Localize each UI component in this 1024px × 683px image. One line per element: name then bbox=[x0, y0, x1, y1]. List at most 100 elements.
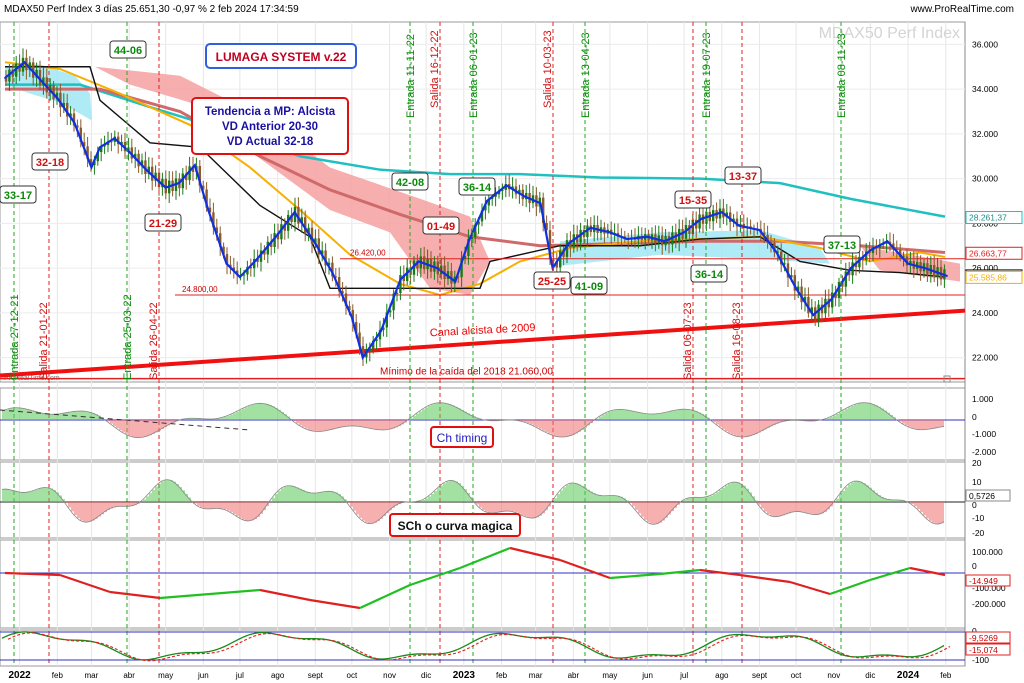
candle-body bbox=[902, 256, 905, 258]
ch-timing-fill bbox=[254, 404, 257, 420]
candle-body bbox=[402, 275, 405, 282]
osc3-segment bbox=[309, 598, 361, 610]
ch-timing-fill bbox=[917, 420, 920, 430]
price-tick-label: 30.000 bbox=[972, 174, 998, 184]
candle-body bbox=[409, 267, 412, 275]
instrument-title: MDAX50 Perf Index 3 días 25.651,30 -0,97… bbox=[4, 4, 299, 15]
signal-label: 01-49 bbox=[427, 221, 455, 233]
candle-body bbox=[463, 256, 467, 259]
exit-label: Salida 16-12-22 bbox=[429, 30, 441, 108]
candle-body bbox=[42, 77, 45, 86]
ch-timing-fill bbox=[86, 411, 89, 420]
candle-body bbox=[851, 262, 854, 276]
ch-timing-fill bbox=[233, 413, 236, 420]
sch-fill bbox=[521, 502, 524, 515]
ch-timing-fill bbox=[749, 420, 752, 437]
sch-fill bbox=[797, 502, 800, 512]
sch-fill bbox=[320, 492, 323, 502]
sch-fill bbox=[218, 502, 221, 509]
osc3-segment bbox=[359, 584, 411, 609]
ch-timing-fill bbox=[395, 420, 398, 428]
candle-body bbox=[324, 250, 327, 266]
sch-fill bbox=[512, 502, 515, 512]
ch-timing-fill bbox=[296, 420, 299, 424]
ch-timing-fill bbox=[563, 420, 566, 438]
ch-timing-fill bbox=[449, 404, 452, 420]
sch-fill bbox=[371, 502, 374, 524]
sch-fill bbox=[794, 502, 797, 512]
osc4-last-tag-2 bbox=[965, 643, 1011, 656]
sch-fill bbox=[683, 500, 686, 502]
sch-fill bbox=[500, 502, 503, 512]
sch-fill bbox=[494, 502, 497, 513]
ch-timing-fill bbox=[566, 420, 569, 437]
ch-timing-fill bbox=[143, 420, 146, 438]
ch-timing-fill bbox=[656, 413, 659, 420]
ch-timing-fill bbox=[716, 420, 719, 425]
sch-fill bbox=[281, 488, 284, 502]
ch-timing-fill bbox=[887, 412, 890, 420]
sch-fill bbox=[128, 502, 131, 507]
entry-label: Entrada 27-12-21 bbox=[9, 294, 21, 380]
price-point bbox=[193, 164, 196, 167]
candle-body bbox=[127, 147, 130, 152]
trend-box bbox=[191, 97, 349, 155]
candle-body bbox=[412, 260, 416, 275]
ch-timing-fill bbox=[701, 413, 704, 420]
ch-timing-fill bbox=[899, 420, 902, 422]
x-tick-label: feb bbox=[52, 671, 64, 680]
system-title-box bbox=[205, 43, 357, 69]
signal-box bbox=[422, 216, 460, 235]
source-url[interactable]: www.ProRealTime.com bbox=[910, 4, 1014, 15]
osc3-last-tag bbox=[965, 574, 1011, 587]
candle-body bbox=[59, 92, 62, 108]
sch-fill bbox=[563, 487, 566, 502]
sch-fill bbox=[83, 502, 86, 522]
ch-timing-fill bbox=[911, 420, 914, 428]
ch-timing-fill bbox=[536, 420, 539, 428]
sch-fill bbox=[308, 492, 311, 502]
sch-fill bbox=[59, 495, 62, 502]
sch-fill bbox=[842, 490, 845, 502]
ch-timing-fill bbox=[80, 410, 83, 420]
sch-fill bbox=[50, 488, 53, 502]
sch-fill bbox=[161, 481, 164, 502]
x-tick-label: dic bbox=[865, 671, 875, 680]
sch-fill bbox=[611, 495, 614, 502]
ch-timing-fill bbox=[227, 415, 230, 420]
sch-fill bbox=[740, 483, 743, 502]
ch-timing-fill bbox=[338, 420, 341, 428]
candle-body bbox=[96, 152, 99, 162]
candle-body bbox=[249, 266, 252, 269]
candle-body bbox=[314, 238, 317, 244]
signal-box bbox=[823, 235, 861, 254]
ch-timing-fill bbox=[650, 413, 653, 420]
ch-timing-fill bbox=[908, 420, 911, 427]
price-point bbox=[663, 240, 666, 243]
sch-fill bbox=[32, 491, 35, 502]
candle-body bbox=[858, 256, 861, 268]
sch-fill bbox=[893, 499, 896, 502]
price-point bbox=[238, 276, 241, 278]
signal-box bbox=[690, 264, 728, 283]
candle-body bbox=[542, 197, 545, 224]
ch-timing-fill bbox=[161, 420, 164, 429]
candle-body bbox=[188, 166, 191, 181]
ch-timing-fill bbox=[755, 420, 758, 434]
sch-fill bbox=[119, 502, 122, 507]
candle-body bbox=[905, 256, 909, 266]
price-point bbox=[113, 137, 116, 140]
sch-fill bbox=[782, 502, 785, 516]
candle-body bbox=[205, 189, 208, 208]
sch-fill bbox=[158, 483, 161, 502]
sch-fill bbox=[854, 481, 857, 502]
sch-fill bbox=[56, 492, 59, 502]
sch-fill bbox=[455, 481, 458, 502]
candle-body bbox=[191, 166, 195, 172]
sch-fill bbox=[533, 502, 536, 519]
ch-timing-fill bbox=[362, 420, 365, 427]
candle-body bbox=[841, 281, 844, 287]
signal-box bbox=[674, 190, 712, 209]
candle-body bbox=[565, 240, 569, 257]
